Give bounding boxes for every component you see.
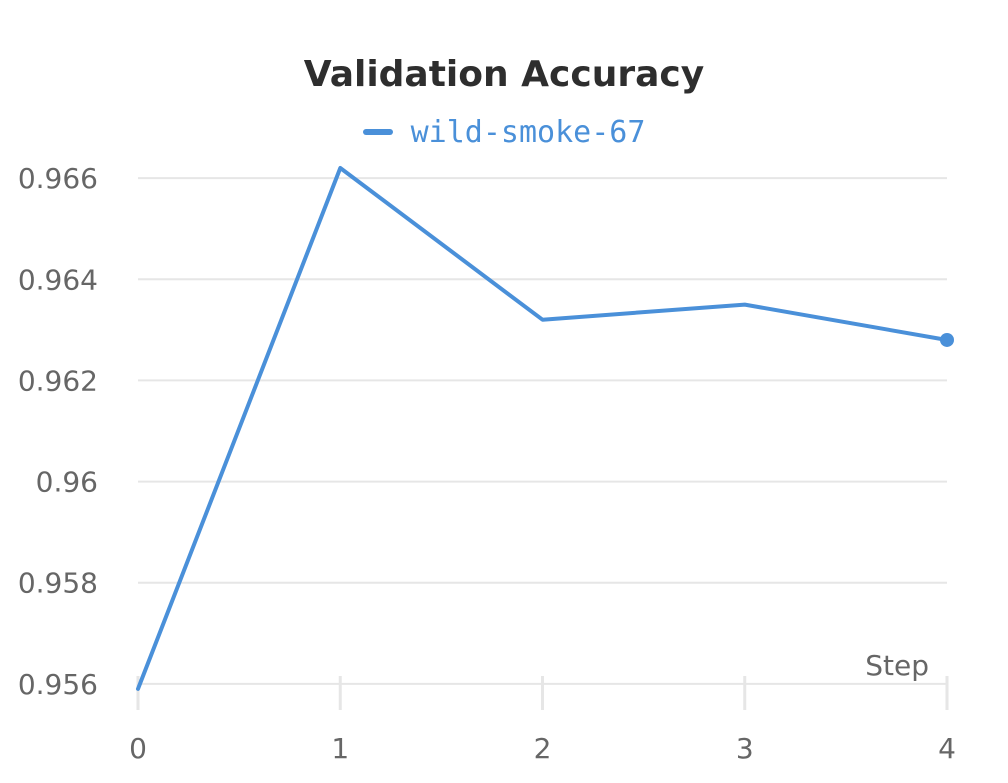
legend-series-label[interactable]: wild-smoke-67 xyxy=(410,114,646,150)
series-line-wild-smoke-67[interactable] xyxy=(136,166,949,691)
legend-swatch xyxy=(362,129,393,135)
y-tick-label: 0.966 xyxy=(18,162,98,195)
legend[interactable]: wild-smoke-67 xyxy=(0,112,1008,152)
last-point-marker xyxy=(940,332,954,347)
y-tick-label: 0.96 xyxy=(36,466,98,499)
y-tick-label: 0.962 xyxy=(18,364,98,397)
x-tick-label: 4 xyxy=(938,732,956,765)
x-tick-label: 2 xyxy=(534,732,552,765)
y-tick-label: 0.964 xyxy=(18,263,98,296)
y-tick-label: 0.958 xyxy=(18,567,98,600)
x-axis-title: Step xyxy=(865,649,929,682)
x-tick-label: 1 xyxy=(331,732,349,765)
x-tick-label: 3 xyxy=(736,732,754,765)
x-tick-label: 0 xyxy=(129,732,147,765)
chart-title: Validation Accuracy xyxy=(303,54,705,95)
y-tick-label: 0.956 xyxy=(18,668,98,701)
